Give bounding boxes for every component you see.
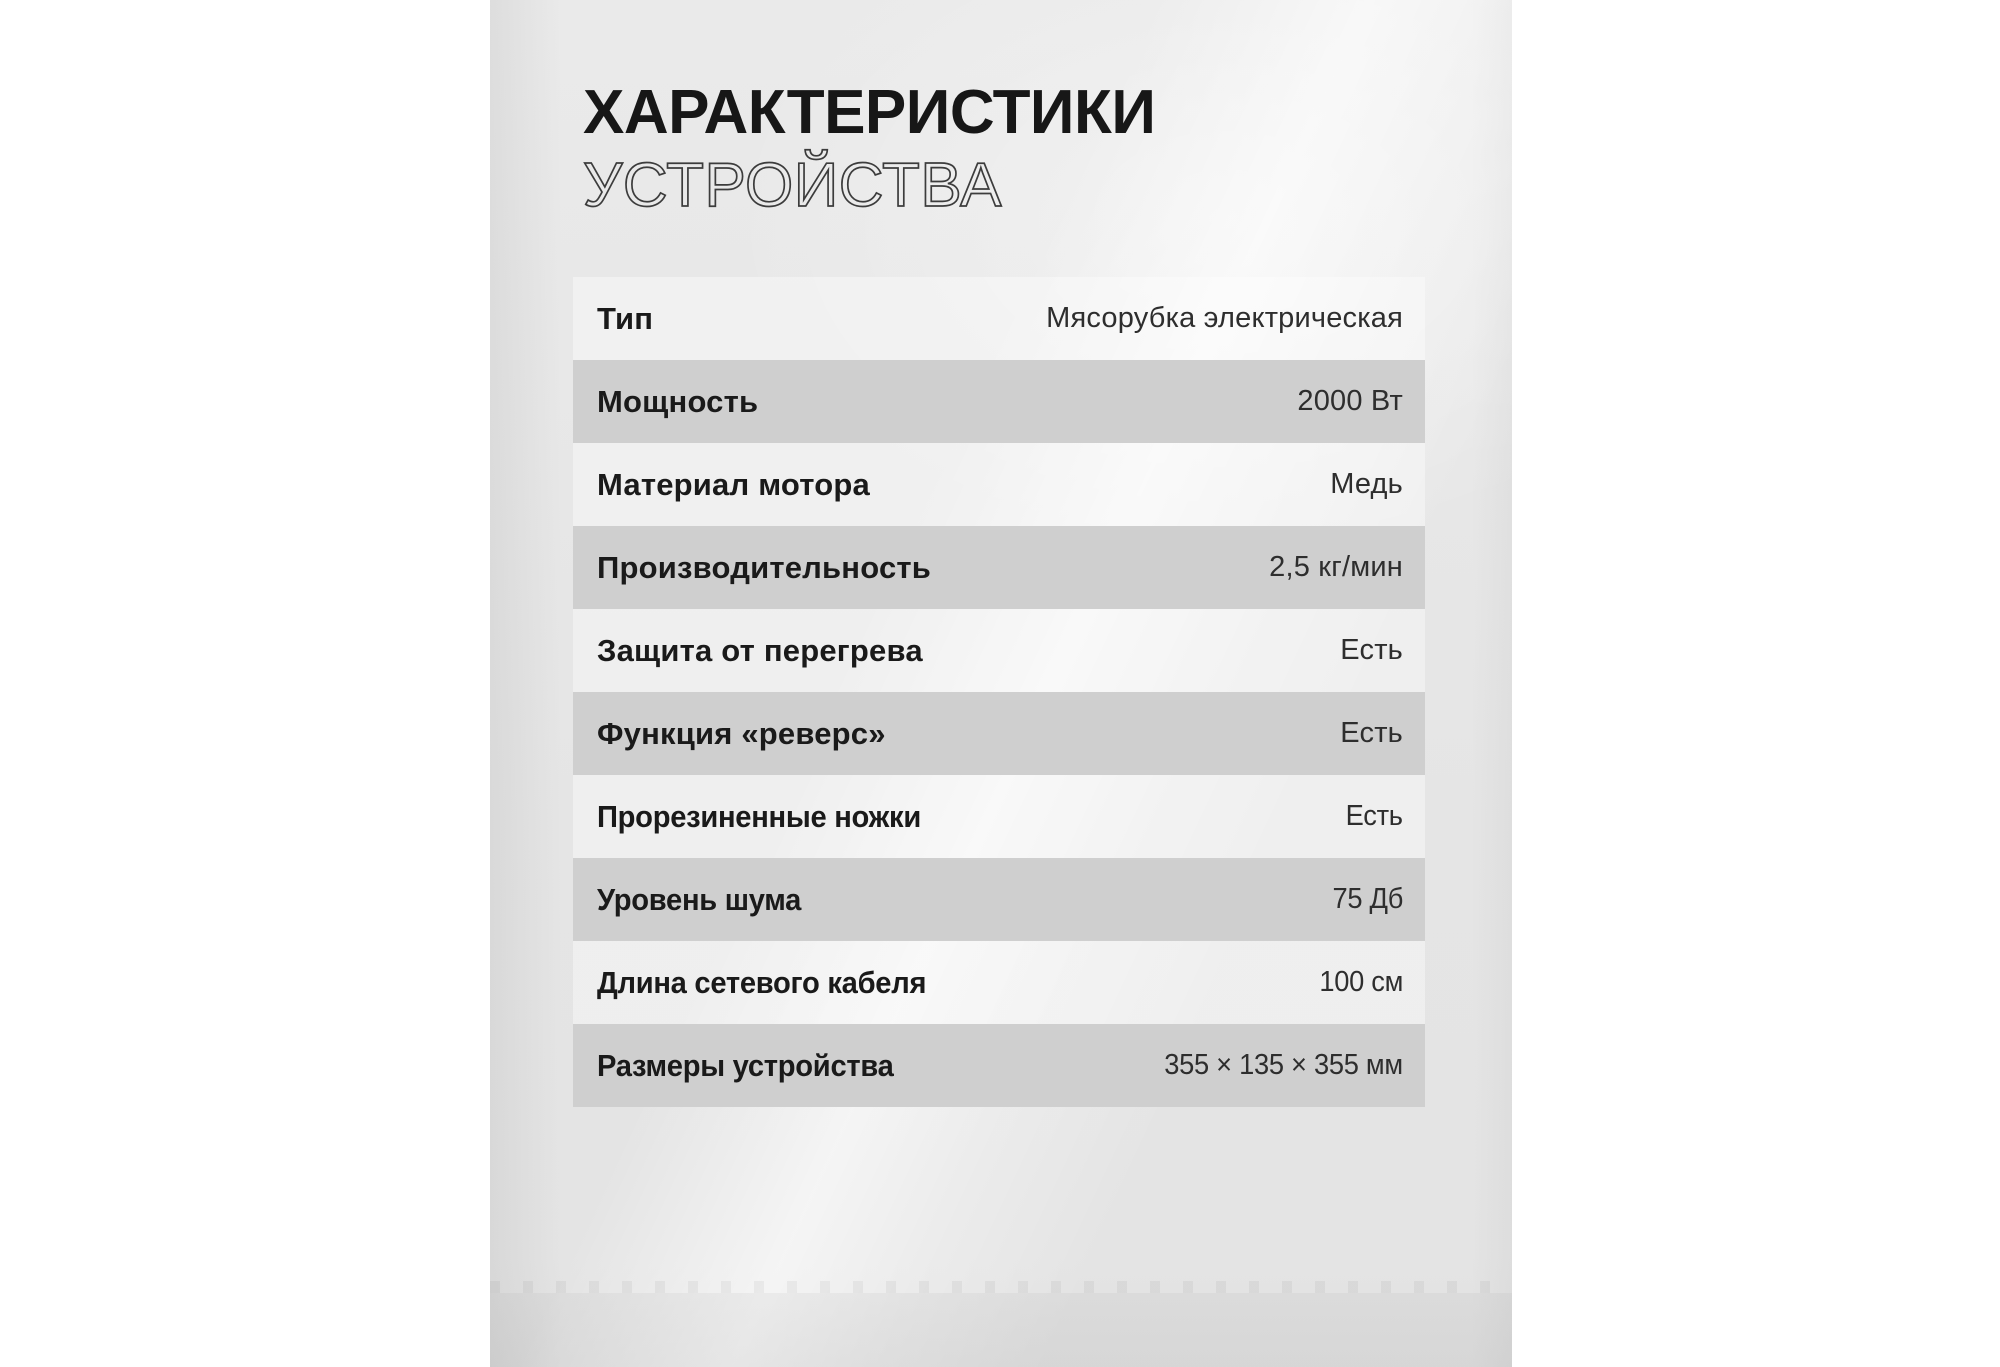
page-title-line-2: УСТРОЙСТВА: [582, 150, 1002, 221]
spec-row-reverse-function: Функция «реверс» Есть: [573, 692, 1425, 775]
spec-value: Медь: [1330, 468, 1403, 500]
spec-label: Уровень шума: [597, 881, 802, 917]
spec-label: Тип: [597, 300, 654, 336]
spec-value: Мясорубка электрическая: [1046, 302, 1403, 334]
header: ХАРАКТЕРИСТИКИ УСТРОЙСТВА: [582, 76, 1156, 222]
spec-row-cable-length: Длина сетевого кабеля 100 см: [573, 941, 1425, 1024]
spec-row-dimensions: Размеры устройства 355 × 135 × 355 мм: [573, 1024, 1425, 1107]
spec-row-type: Тип Мясорубка электрическая: [573, 277, 1425, 360]
spec-value: Есть: [1345, 800, 1403, 832]
spec-row-noise-level: Уровень шума 75 Дб: [573, 858, 1425, 941]
spec-label: Защита от перегрева: [597, 632, 923, 668]
spec-label: Мощность: [597, 383, 759, 419]
product-card-backdrop: ХАРАКТЕРИСТИКИ УСТРОЙСТВА Тип Мясорубка …: [490, 0, 1512, 1367]
spec-label: Длина сетевого кабеля: [597, 964, 927, 1000]
spec-row-power: Мощность 2000 Вт: [573, 360, 1425, 443]
spec-value: Есть: [1340, 717, 1403, 749]
spec-label: Производительность: [597, 549, 932, 585]
backdrop-floor-shade: [490, 1293, 1512, 1367]
spec-row-overheat-protection: Защита от перегрева Есть: [573, 609, 1425, 692]
spec-label: Прорезиненные ножки: [597, 798, 921, 834]
spec-label: Размеры устройства: [597, 1047, 894, 1083]
spec-value: 2000 Вт: [1297, 385, 1403, 417]
spec-value: 2,5 кг/мин: [1269, 551, 1403, 583]
spec-table: Тип Мясорубка электрическая Мощность 200…: [573, 277, 1425, 1107]
spec-row-motor-material: Материал мотора Медь: [573, 443, 1425, 526]
spec-value: 100 см: [1319, 966, 1403, 998]
backdrop-floor-seam: [490, 1281, 1512, 1293]
spec-value: 355 × 135 × 355 мм: [1164, 1049, 1403, 1081]
spec-value: Есть: [1340, 634, 1403, 666]
spec-value: 75 Дб: [1332, 883, 1403, 915]
spec-row-rubber-feet: Прорезиненные ножки Есть: [573, 775, 1425, 858]
spec-label: Материал мотора: [597, 466, 870, 502]
spec-label: Функция «реверс»: [597, 715, 886, 751]
page-title-line-1: ХАРАКТЕРИСТИКИ: [583, 78, 1156, 147]
spec-row-capacity: Производительность 2,5 кг/мин: [573, 526, 1425, 609]
